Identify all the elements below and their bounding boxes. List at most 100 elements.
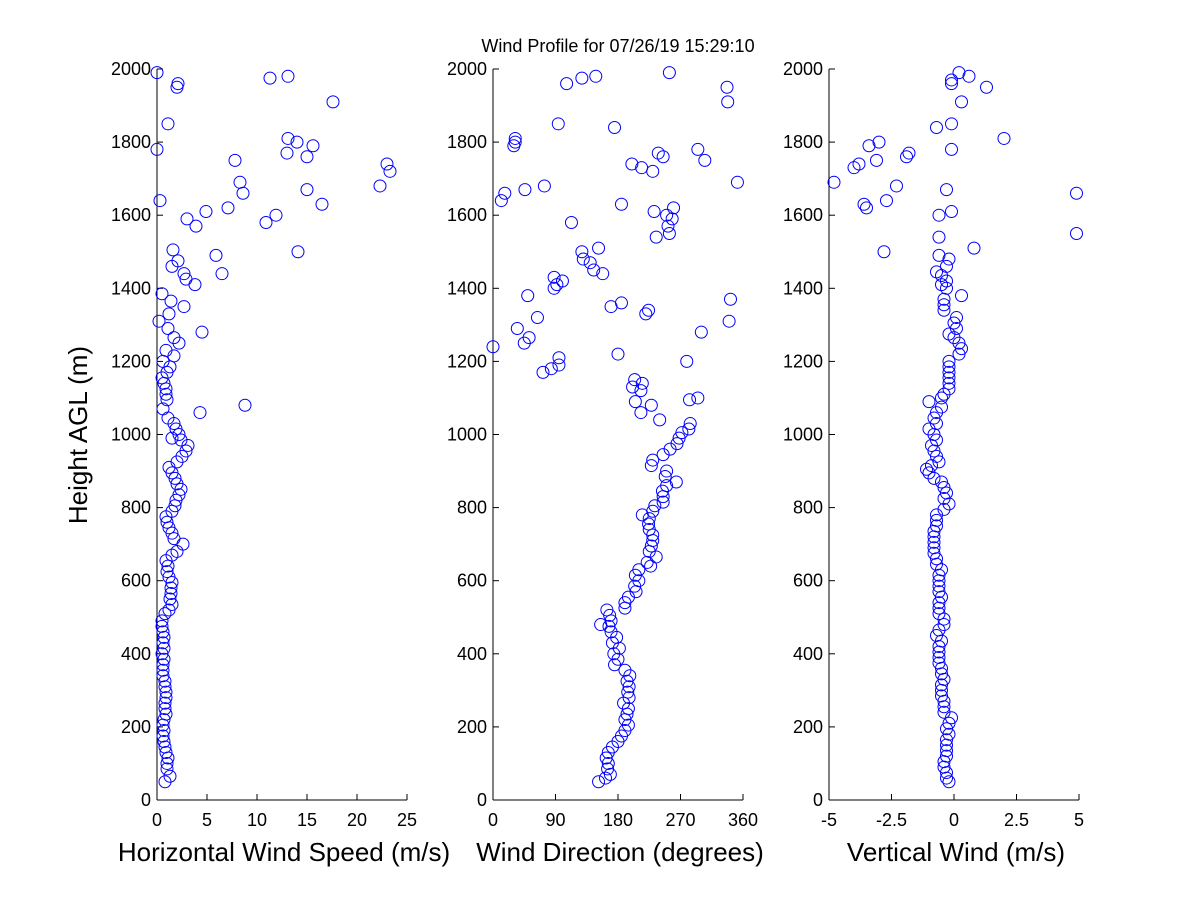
data-point [930,629,943,643]
data-point [555,274,569,288]
data-point [945,77,958,91]
data-point [827,175,841,189]
data-point [618,601,632,615]
data-point [922,395,936,409]
data-point [306,139,320,153]
data-point [160,393,174,407]
data-point [163,592,177,606]
data-point [158,680,172,694]
data-point [962,69,976,83]
data-point [646,164,660,178]
data-point [155,287,169,301]
data-point [640,555,654,569]
data-point [159,343,173,357]
data-point [547,281,561,295]
data-point [156,625,170,639]
data-point [155,647,169,661]
data-point [935,683,948,697]
data-point [932,607,946,621]
data-point [932,230,946,244]
data-point [945,73,958,87]
data-point [642,523,656,537]
data-point [997,131,1011,145]
data-point [937,618,951,632]
data-point [195,325,209,339]
data-point [157,735,171,749]
data-point [635,376,649,390]
data-point [932,455,946,469]
data-point [167,331,181,345]
data-point [530,311,544,325]
data-point [932,650,946,664]
data-point [215,267,229,281]
data-point [159,707,173,721]
data-point [158,702,172,716]
data-point [632,563,646,577]
data-point [157,630,171,644]
y-tick-label: 400 [121,644,151,664]
data-point [667,201,681,215]
data-point [380,157,394,171]
y-tick-label: 1200 [447,351,487,371]
data-point [236,186,250,200]
data-point [940,738,953,752]
data-point [665,212,679,226]
data-point [932,248,946,262]
data-point [164,581,178,595]
data-point [722,314,736,328]
data-point [967,241,981,255]
data-point [290,135,304,149]
data-point [937,705,951,719]
data-point [639,307,653,321]
data-point [662,226,676,240]
data-point [172,488,186,502]
data-point [592,775,606,789]
data-point [592,241,606,255]
data-point [937,491,951,505]
y-tick-label: 1400 [447,278,487,298]
data-point [259,216,273,230]
y-tick-label: 0 [813,790,823,810]
data-point [625,157,639,171]
data-point [937,292,951,306]
x-tick-label: 0 [949,810,959,830]
x-axis-label: Vertical Wind (m/s) [847,837,1065,867]
data-point [661,219,675,233]
data-point [930,265,943,279]
data-point [900,150,913,164]
data-point [942,727,956,741]
y-tick-label: 1600 [111,205,151,225]
data-point [157,641,171,655]
y-tick-label: 2000 [447,59,487,79]
data-point [176,537,190,551]
data-point [188,278,202,292]
y-tick-label: 1400 [111,278,151,298]
data-point [691,391,705,405]
data-point [158,607,172,621]
data-point [942,360,956,374]
data-point [599,751,613,765]
data-point [614,296,628,310]
data-point [927,535,941,549]
data-point [575,71,589,85]
data-point [152,314,166,328]
data-point [326,95,340,109]
y-tick-label: 200 [121,717,151,737]
data-point [662,66,676,80]
data-point [862,139,876,153]
panel-2: 0 200 400 600 800 1000 1200 1400 1600 1800 2000 0 90… [447,59,764,867]
data-point [720,80,734,94]
data-point [942,382,956,396]
data-point [180,212,194,226]
data-point [599,771,612,785]
data-point [927,541,941,555]
data-point [646,504,660,518]
data-point [670,437,684,451]
data-point [927,546,941,560]
y-tick-label: 1600 [783,205,823,225]
x-tick-label: 10 [247,810,267,830]
data-point [932,645,946,659]
data-point [158,740,172,754]
data-point [233,175,247,189]
data-point [940,259,953,273]
